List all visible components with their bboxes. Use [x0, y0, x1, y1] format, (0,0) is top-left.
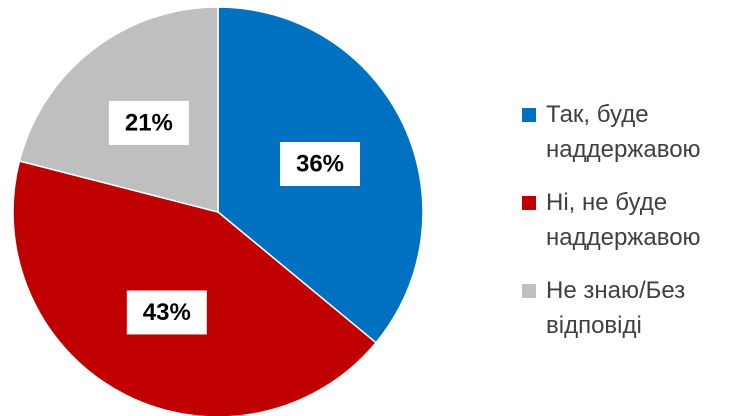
pie-slice	[12, 160, 378, 416]
legend-text: Так, буде наддержавою	[546, 101, 701, 163]
legend-text: Ні, не буде наддержавою	[546, 189, 701, 251]
label-box	[108, 100, 189, 145]
legend-swatch	[522, 108, 536, 122]
legend-text: Не знаю/Без відповіді	[546, 277, 686, 339]
data-label: 43%	[143, 299, 191, 326]
legend-item: Не знаю/Без відповіді	[522, 273, 752, 343]
data-label: 36%	[296, 150, 344, 177]
label-box	[126, 290, 207, 335]
legend-swatch	[522, 284, 536, 298]
label-box	[280, 141, 361, 186]
legend-item: Так, буде наддержавою	[522, 97, 752, 167]
legend-item: Ні, не буде наддержавою	[522, 185, 752, 255]
legend-swatch	[522, 196, 536, 210]
data-label: 21%	[125, 109, 173, 136]
